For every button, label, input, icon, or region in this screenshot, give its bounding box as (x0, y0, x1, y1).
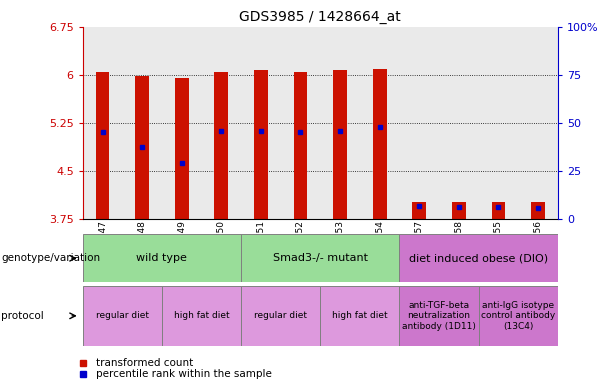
Text: anti-IgG isotype
control antibody
(13C4): anti-IgG isotype control antibody (13C4) (481, 301, 555, 331)
Bar (321, 286, 400, 346)
Text: regular diet: regular diet (96, 311, 149, 320)
Bar (439, 27, 479, 219)
Bar (452, 202, 466, 219)
Bar (373, 69, 387, 219)
Bar (241, 27, 281, 219)
Bar (321, 27, 360, 219)
Text: high fat diet: high fat diet (173, 311, 229, 320)
Bar (175, 78, 189, 219)
Bar (96, 72, 110, 219)
Text: transformed count: transformed count (96, 358, 194, 368)
Bar (162, 286, 241, 346)
Text: high fat diet: high fat diet (332, 311, 387, 320)
Bar (294, 72, 308, 219)
Bar (531, 202, 545, 219)
Bar (518, 27, 558, 219)
Bar (400, 234, 558, 282)
Bar (83, 27, 123, 219)
Bar (281, 27, 321, 219)
Bar (479, 286, 558, 346)
Text: genotype/variation: genotype/variation (1, 253, 101, 263)
Bar (360, 27, 400, 219)
Bar (135, 76, 149, 219)
Text: regular diet: regular diet (254, 311, 307, 320)
Bar (123, 27, 162, 219)
Bar (479, 27, 518, 219)
Bar (215, 72, 228, 219)
Bar (400, 27, 439, 219)
Text: wild type: wild type (137, 253, 188, 263)
Bar (413, 202, 426, 219)
Text: diet induced obese (DIO): diet induced obese (DIO) (409, 253, 548, 263)
Bar (400, 286, 479, 346)
Bar (202, 27, 241, 219)
Bar (333, 70, 347, 219)
Bar (492, 202, 505, 219)
Text: anti-TGF-beta
neutralization
antibody (1D11): anti-TGF-beta neutralization antibody (1… (402, 301, 476, 331)
Bar (83, 234, 241, 282)
Bar (162, 27, 202, 219)
Bar (241, 286, 321, 346)
Bar (241, 234, 400, 282)
Text: protocol: protocol (1, 311, 44, 321)
Text: Smad3-/- mutant: Smad3-/- mutant (273, 253, 368, 263)
Title: GDS3985 / 1428664_at: GDS3985 / 1428664_at (240, 10, 401, 25)
Bar (254, 70, 268, 219)
Text: percentile rank within the sample: percentile rank within the sample (96, 369, 272, 379)
Bar (83, 286, 162, 346)
